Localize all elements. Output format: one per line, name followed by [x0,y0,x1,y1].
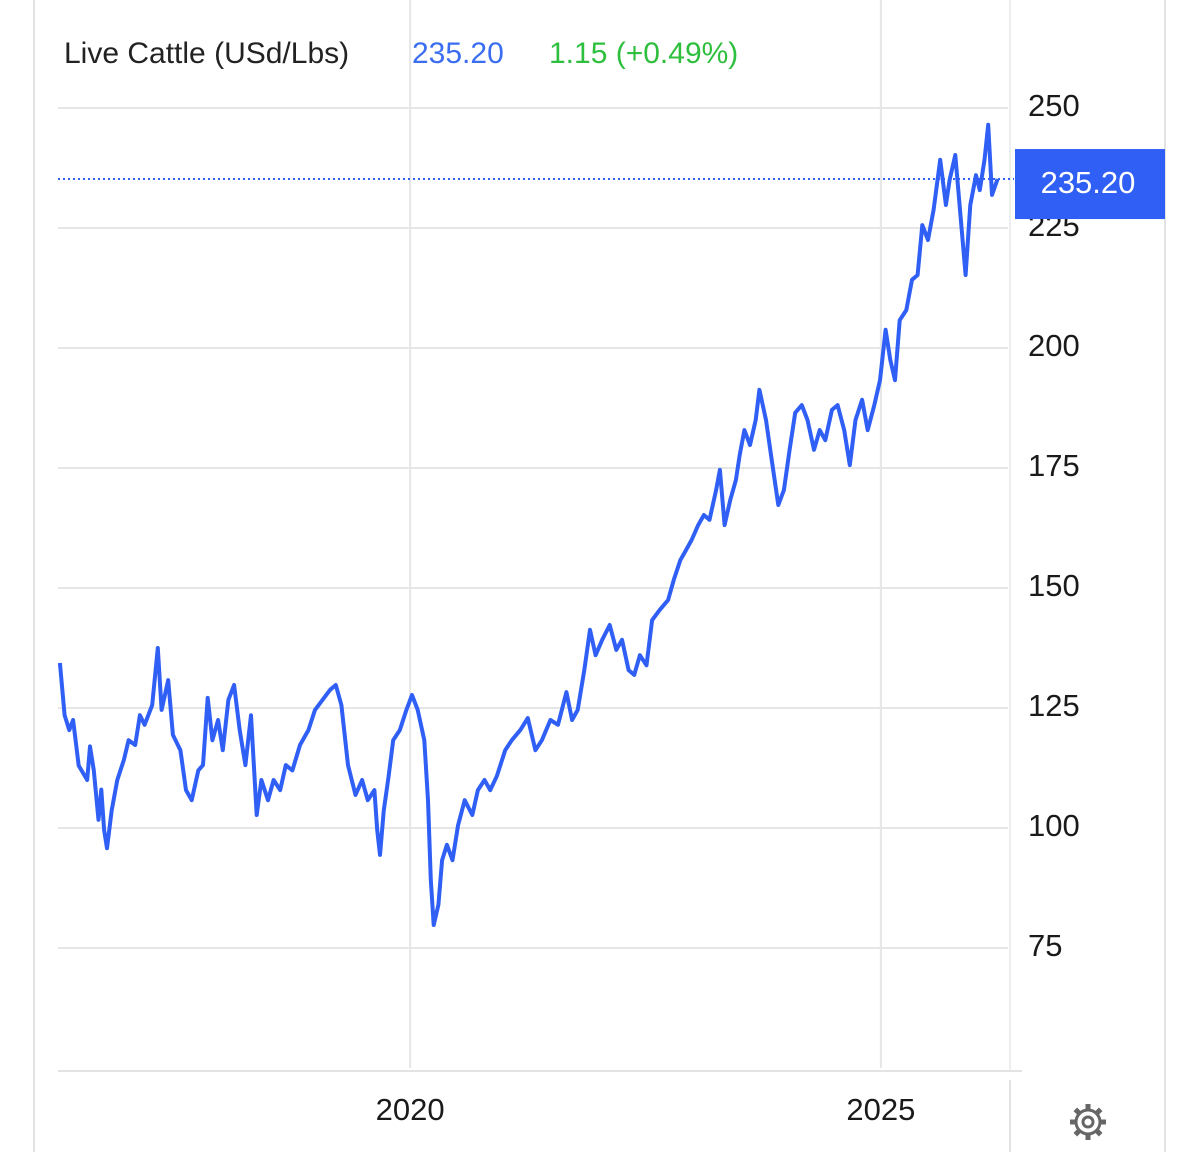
gear-hub [1081,1115,1095,1129]
header-price: 235.20 [412,37,504,70]
settings-icon[interactable] [1070,1104,1106,1140]
y-tick-label: 125 [1028,688,1080,723]
y-tick-label: 100 [1028,808,1080,843]
plot [57,122,1014,927]
y-tick-label: 200 [1028,328,1080,363]
x-tick-label: 2020 [376,1092,445,1127]
last-price-box [1015,149,1165,220]
y-tick-label: 175 [1028,448,1080,483]
y-tick-label: 150 [1028,568,1080,603]
y-tick-label: 250 [1028,88,1080,123]
gear-ring [1074,1108,1102,1136]
grid [58,0,1008,1068]
last-price-label: 235.20 [1041,165,1136,200]
chart-title: Live Cattle (USd/Lbs) [64,37,349,70]
y-tick-label: 75 [1028,928,1062,963]
gear-teeth [1070,1104,1106,1140]
price-line [57,122,1000,927]
header-change: 1.15 (+0.49%) [549,37,738,70]
x-tick-label: 2025 [846,1092,915,1127]
